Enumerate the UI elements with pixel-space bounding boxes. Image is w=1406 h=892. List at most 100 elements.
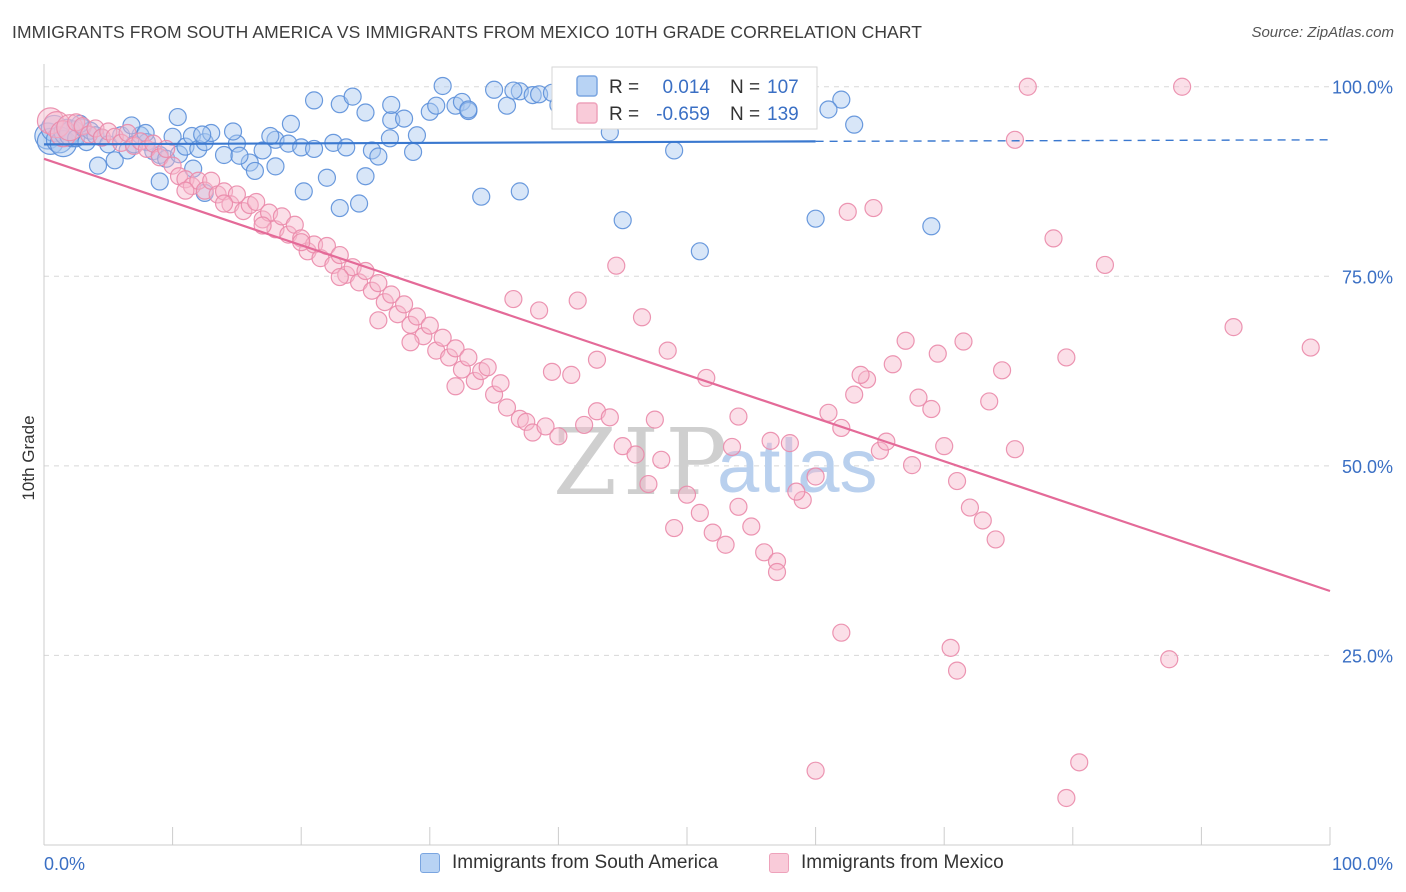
point-mexico-124 [954,332,973,351]
point-mexico-144 [1160,650,1179,669]
point-mexico-119 [787,482,806,501]
point-south-america-61 [459,100,478,119]
legend-label-south-america: Immigrants from South America [452,852,719,873]
point-mexico-48 [349,273,369,292]
legend-swatch-south-america [576,75,598,97]
point-south-america-96 [266,157,285,176]
legend-r-value-south-america: 0.014 [662,77,710,98]
chart-title: IMMIGRANTS FROM SOUTH AMERICA VS IMMIGRA… [12,22,923,42]
point-mexico-111 [530,301,549,320]
point-mexico-63 [446,339,465,358]
point-mexico-108 [973,511,992,530]
point-south-america-78 [690,242,709,261]
point-mexico-129 [1005,130,1025,149]
legend-n-label-south-america: N = [730,77,760,98]
point-mexico-137 [992,361,1012,380]
axes [43,64,1331,846]
point-south-america-62 [497,96,517,115]
point-mexico-81 [626,445,645,464]
point-mexico-23 [189,171,208,190]
legend-item-south-america[interactable]: Immigrants from South America [420,852,718,874]
point-mexico-57 [407,307,427,326]
x-tick-label-100: 100.0% [1332,854,1393,874]
legend-label-mexico: Immigrants from Mexico [801,852,1004,873]
point-south-america-42 [330,198,349,218]
point-mexico-101 [883,355,902,374]
point-mexico-152 [401,333,420,352]
point-mexico-49 [356,261,375,281]
point-mexico-70 [497,398,517,417]
legend-item-mexico[interactable]: Immigrants from Mexico [769,852,1004,874]
tick-labels: 25.0% 50.0% 75.0% 100.0% 0.0% 100.0% [44,78,1393,874]
point-south-america-44 [349,194,369,213]
point-mexico-84 [665,518,684,538]
point-mexico-112 [568,291,587,310]
point-south-america-93 [261,126,280,146]
point-south-america-32 [214,145,234,165]
point-mexico-52 [375,292,394,312]
point-south-america-71 [504,81,523,100]
watermark-zip: ZIP [553,409,733,516]
point-mexico-128 [864,198,883,218]
legend-swatch-mexico [576,102,598,124]
point-mexico-113 [607,256,626,275]
point-south-america-60 [433,76,452,96]
point-south-america-77 [613,211,632,230]
point-south-america-101 [88,156,108,175]
point-mexico-143 [1070,753,1089,772]
point-mexico-82 [639,474,658,494]
point-mexico-117 [722,437,742,457]
point-mexico-138 [941,638,960,657]
point-mexico-96 [819,403,838,422]
point-south-america-50 [304,91,324,110]
point-mexico-115 [658,341,677,360]
point-mexico-103 [909,388,928,407]
point-mexico-139 [947,661,967,680]
point-mexico-86 [690,503,709,522]
point-mexico-32 [247,192,266,212]
point-south-america-105 [245,161,265,181]
point-mexico-68 [485,385,504,404]
point-mexico-75 [549,427,568,446]
point-mexico-158 [176,181,195,200]
legend-swatch-pink [769,853,789,873]
legend-n-value-mexico: 139 [767,104,799,125]
point-mexico-125 [980,392,999,411]
point-mexico-98 [845,385,864,404]
point-south-america-83 [922,217,941,236]
legend-n-value-south-america: 107 [767,77,799,98]
point-mexico-140 [832,623,851,642]
point-mexico-72 [517,412,536,431]
point-mexico-29 [227,185,246,204]
point-south-america-91 [168,107,187,127]
point-south-america-40 [317,168,337,187]
point-mexico-123 [928,344,947,363]
point-mexico-95 [806,467,825,486]
point-south-america-74 [665,141,684,160]
point-south-america-56 [427,96,446,115]
point-mexico-36 [272,207,292,226]
source-credit: Source: ZipAtlas.com [1251,24,1394,41]
point-mexico-76 [562,365,581,384]
point-south-america-29 [202,123,221,143]
point-mexico-59 [420,316,439,335]
point-mexico-122 [902,456,922,475]
point-south-america-70 [485,80,504,99]
legend-swatch-blue [420,853,440,873]
point-mexico-80 [613,437,632,456]
point-mexico-131 [1044,229,1063,248]
point-south-america-30 [150,172,169,191]
point-south-america-54 [382,95,401,115]
point-mexico-50 [362,281,382,300]
point-south-america-95 [230,146,249,165]
point-south-america-14 [105,151,124,170]
y-tick-label-75: 75.0% [1342,267,1393,287]
point-mexico-153 [369,311,388,330]
point-mexico-66 [465,371,484,391]
point-mexico-151 [446,377,465,396]
point-mexico-120 [851,365,870,384]
point-south-america-64 [523,85,542,105]
bottom-legend: Immigrants from South America Immigrants… [0,848,1406,882]
point-south-america-75 [510,182,529,201]
point-mexico-90 [742,517,761,536]
